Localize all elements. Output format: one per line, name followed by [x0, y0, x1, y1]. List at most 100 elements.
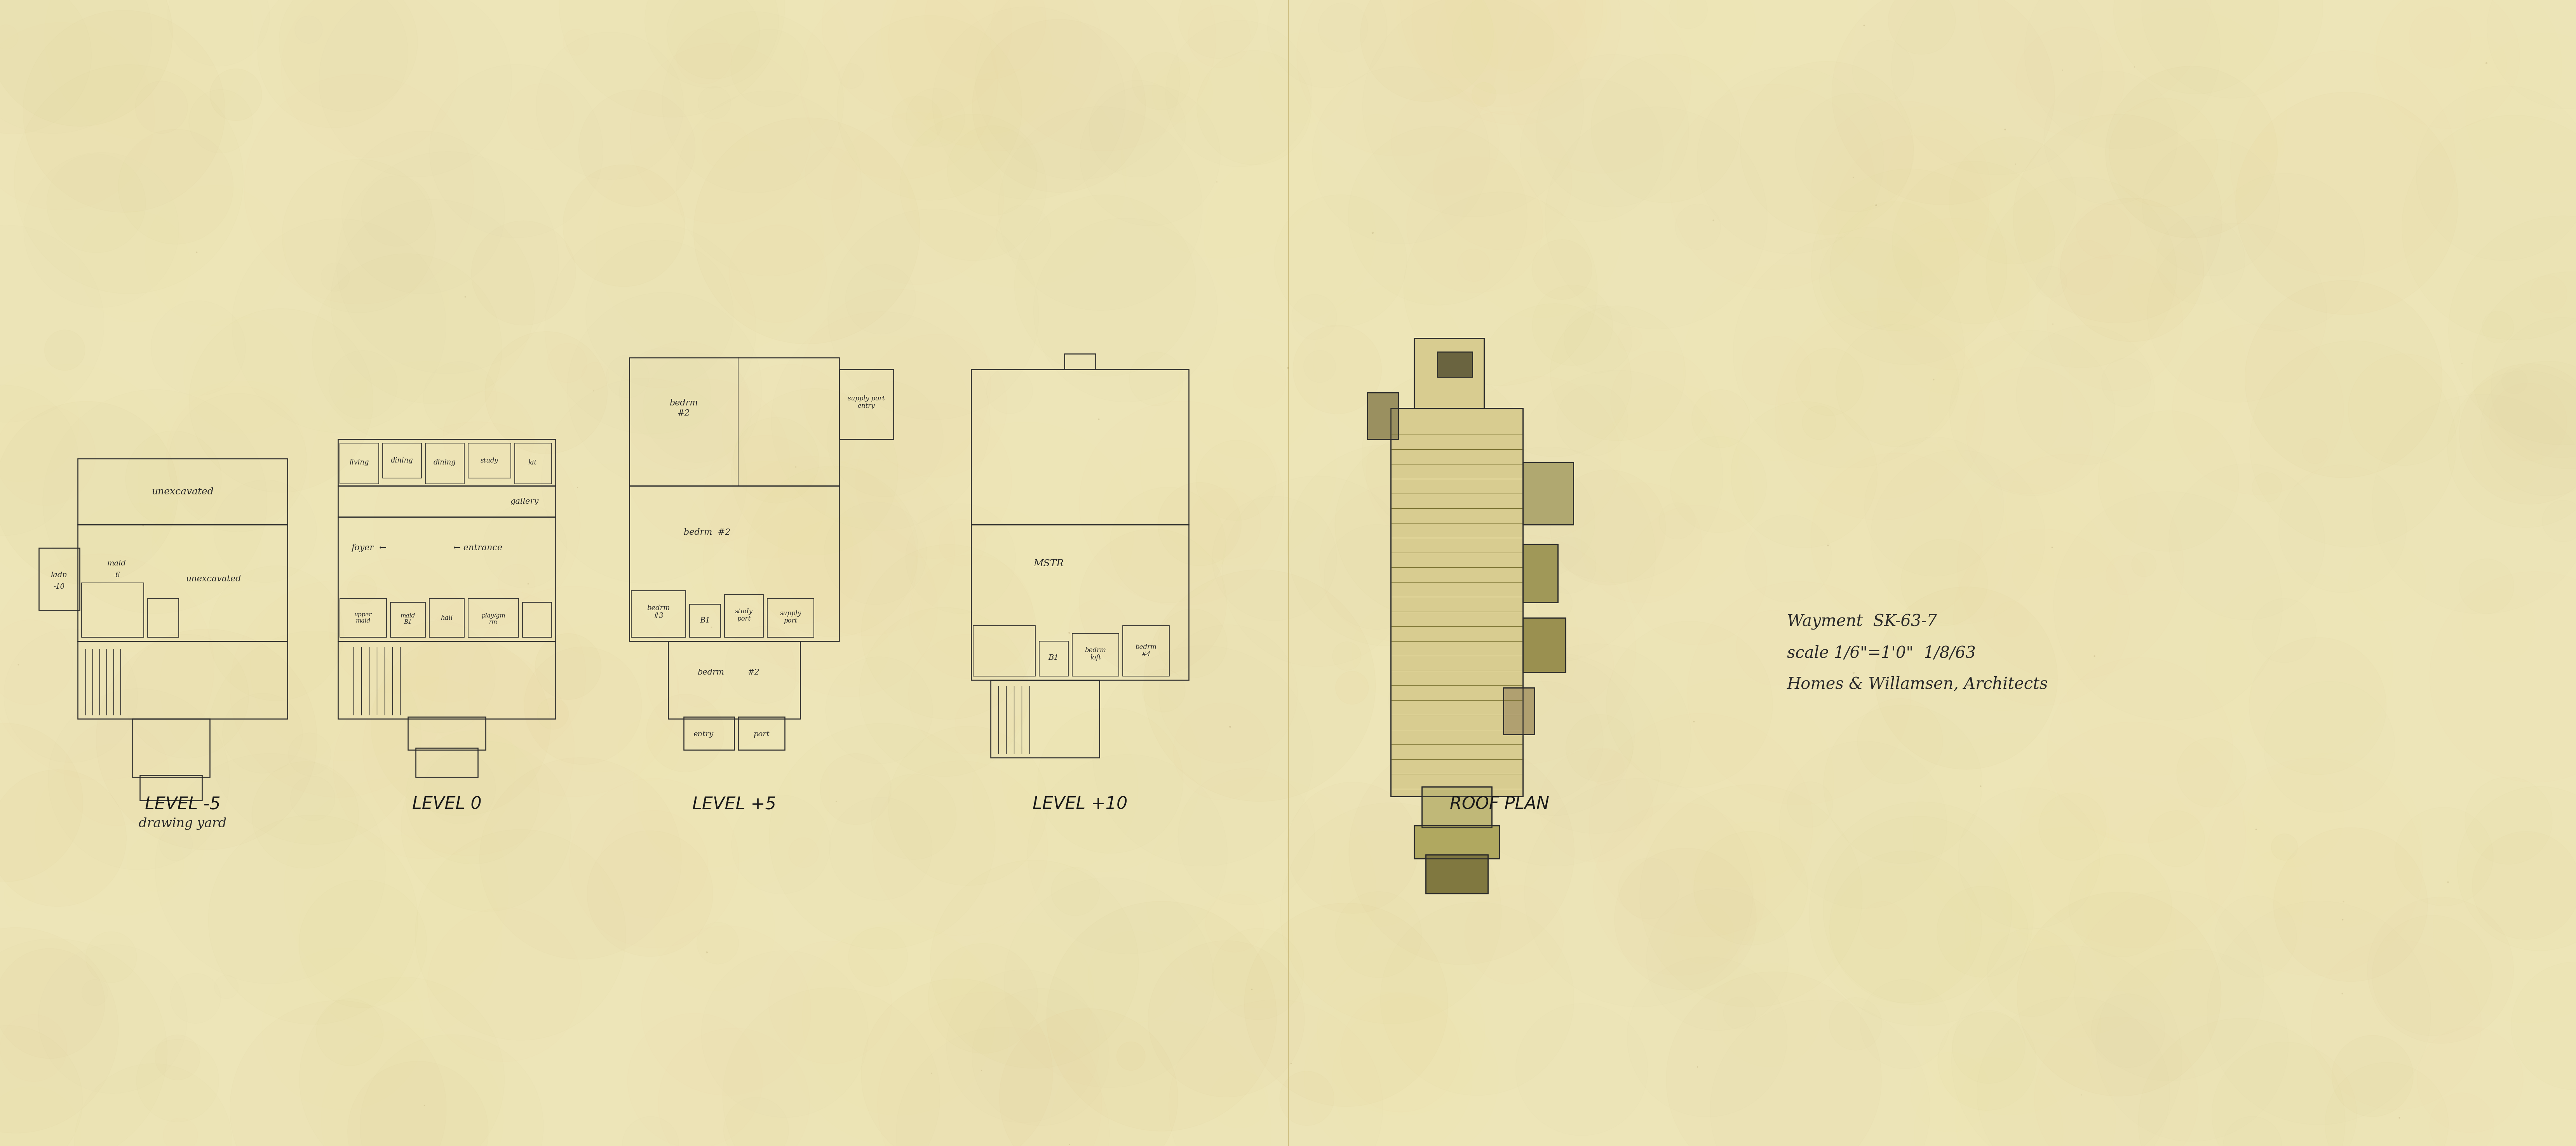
Bar — [139, 775, 201, 800]
Bar — [971, 369, 1188, 525]
Bar — [840, 369, 894, 439]
Bar — [337, 641, 556, 719]
Bar — [407, 717, 484, 749]
Bar — [1522, 463, 1574, 525]
Bar — [1425, 855, 1489, 894]
Text: scale 1/6"=1'0"  1/8/63: scale 1/6"=1'0" 1/8/63 — [1788, 645, 1976, 661]
Bar — [1368, 393, 1399, 439]
Text: dining: dining — [433, 460, 456, 466]
Text: unexcavated: unexcavated — [185, 575, 242, 583]
Bar — [77, 458, 289, 525]
Text: Wayment  SK-63-7: Wayment SK-63-7 — [1788, 613, 1937, 630]
Text: dining: dining — [392, 457, 412, 464]
Bar — [469, 444, 510, 478]
Bar — [971, 525, 1188, 680]
Text: LEVEL -5: LEVEL -5 — [144, 796, 222, 813]
Text: maid
B1: maid B1 — [399, 613, 415, 625]
Text: entry: entry — [693, 731, 714, 738]
Text: ← entrance: ← entrance — [453, 543, 502, 552]
Text: MSTR: MSTR — [1033, 559, 1064, 568]
Text: Homes & Willamsen, Architects: Homes & Willamsen, Architects — [1788, 676, 2048, 692]
Text: foyer  ←: foyer ← — [350, 543, 386, 552]
Bar — [1123, 626, 1170, 676]
Text: port: port — [752, 731, 770, 738]
Text: -6: -6 — [113, 572, 121, 579]
Bar — [1522, 544, 1558, 603]
Text: supply
port: supply port — [781, 610, 801, 625]
Bar — [337, 517, 556, 641]
Bar — [147, 598, 178, 637]
Text: LEVEL +10: LEVEL +10 — [1033, 796, 1128, 813]
Text: bedrm  #2: bedrm #2 — [683, 528, 732, 536]
Bar — [629, 486, 840, 641]
Bar — [415, 748, 477, 777]
Bar — [39, 548, 80, 610]
Bar — [384, 444, 422, 478]
Bar — [768, 598, 814, 637]
Bar — [1522, 463, 1574, 525]
Bar — [989, 680, 1100, 758]
Bar — [1437, 352, 1471, 377]
Bar — [1425, 855, 1489, 894]
Bar — [82, 583, 144, 637]
Text: LEVEL +5: LEVEL +5 — [693, 796, 775, 813]
Bar — [392, 603, 425, 637]
Bar — [337, 486, 556, 517]
Text: -10: -10 — [54, 583, 64, 590]
Bar — [683, 717, 734, 749]
Text: study
port: study port — [734, 609, 752, 622]
Text: upper
maid: upper maid — [355, 612, 371, 623]
Text: #2: #2 — [747, 668, 760, 676]
Bar — [667, 641, 801, 719]
Text: bedrm: bedrm — [698, 668, 724, 676]
Text: LEVEL 0: LEVEL 0 — [412, 796, 482, 813]
Bar — [1504, 688, 1535, 735]
Bar — [1522, 618, 1566, 673]
Text: supply port
entry: supply port entry — [848, 395, 884, 409]
Bar — [77, 525, 289, 641]
Bar — [1504, 688, 1535, 735]
Text: study: study — [482, 457, 497, 464]
Text: bedrm
#2: bedrm #2 — [670, 399, 698, 417]
Bar — [1422, 787, 1492, 827]
Bar — [1414, 825, 1499, 858]
Text: ladn: ladn — [52, 572, 67, 579]
Bar — [425, 444, 464, 484]
Text: bedrm
loft: bedrm loft — [1084, 646, 1105, 661]
Bar — [974, 626, 1036, 676]
Text: ROOF PLAN: ROOF PLAN — [1450, 796, 1548, 813]
Text: maid: maid — [108, 560, 126, 567]
Bar — [1414, 825, 1499, 858]
Bar — [1391, 408, 1522, 796]
Bar — [131, 719, 209, 777]
Text: B1: B1 — [701, 617, 711, 625]
Bar — [515, 444, 551, 484]
Bar — [337, 439, 556, 486]
Bar — [1522, 544, 1558, 603]
Bar — [690, 604, 721, 637]
Text: B1: B1 — [1048, 654, 1059, 661]
Bar — [340, 444, 379, 484]
Text: bedrm
#4: bedrm #4 — [1136, 644, 1157, 658]
Bar — [523, 603, 551, 637]
Bar — [1414, 338, 1484, 408]
Text: kit: kit — [528, 460, 536, 465]
Text: play/gm
rm: play/gm rm — [482, 613, 505, 625]
Bar — [430, 598, 464, 637]
Text: bedrm
#3: bedrm #3 — [647, 604, 670, 620]
Text: unexcavated: unexcavated — [152, 487, 214, 496]
Bar — [1391, 408, 1522, 796]
Bar — [629, 358, 840, 486]
Bar — [1414, 338, 1484, 408]
Bar — [1522, 618, 1566, 673]
Bar — [469, 598, 518, 637]
Bar — [1038, 641, 1069, 676]
Bar — [631, 590, 685, 637]
Text: drawing yard: drawing yard — [139, 817, 227, 830]
Bar — [724, 595, 762, 637]
Bar — [1368, 393, 1399, 439]
Bar — [77, 641, 289, 719]
Bar — [1064, 354, 1095, 369]
Text: living: living — [350, 460, 368, 466]
Bar — [340, 598, 386, 637]
